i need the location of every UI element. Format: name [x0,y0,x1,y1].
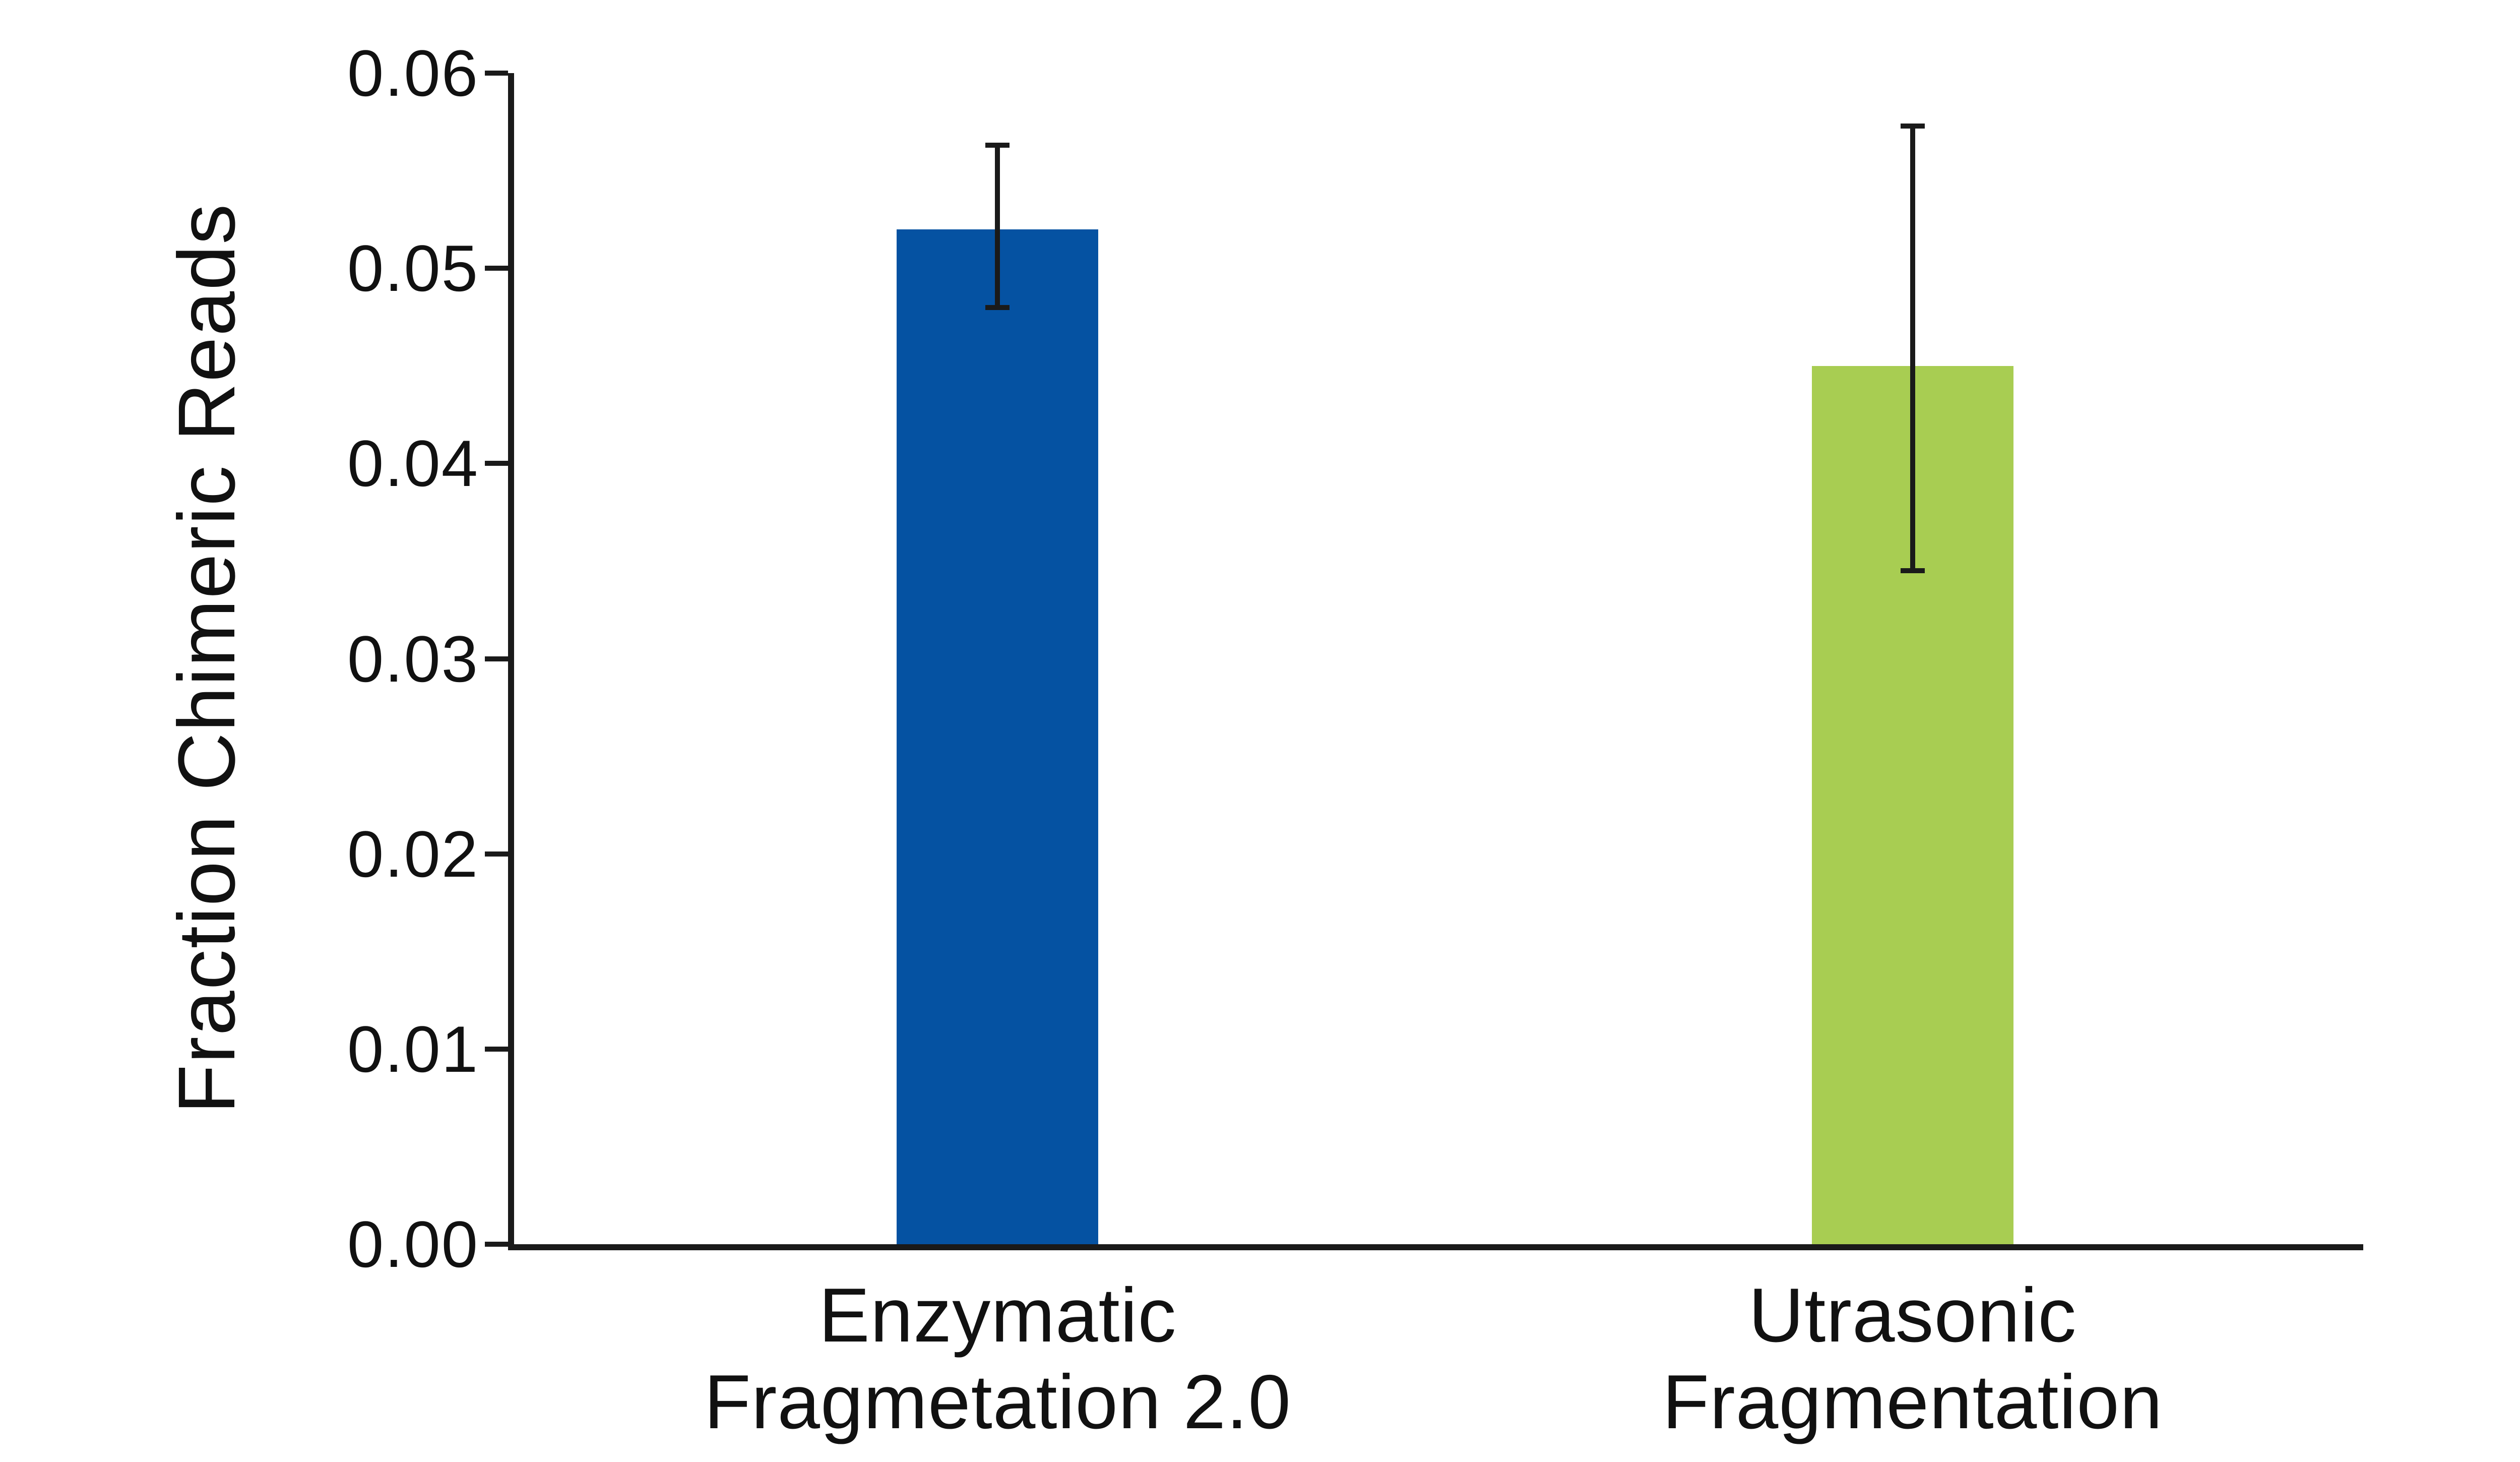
y-axis-line [508,73,514,1250]
y-tick-label: 0.06 [347,36,479,110]
y-tick-label: 0.02 [347,817,479,891]
y-tick-label: 0.03 [347,622,479,696]
error-cap-bottom-enzymatic-fragmentation [985,304,1010,310]
y-tick-mark [485,656,508,661]
x-tick-label-line: Utrasonic [1748,1272,2077,1358]
plot-area: 0.00 0.01 0.02 0.03 0.04 0.05 0.06 Enzymatic Fra… [347,36,2363,1445]
y-tick-mark [485,1046,508,1052]
bar-enzymatic-fragmentation [897,229,1099,1244]
x-tick-label-line: Fragmentation [1662,1359,2163,1445]
y-tick-label: 0.05 [347,231,479,306]
x-tick-label-ultrasonic-fragmentation: Utrasonic Fragmentation [1560,1272,2265,1445]
y-tick-label: 0.04 [347,427,479,501]
y-tick-mark [485,71,508,76]
error-cap-top-ultrasonic-fragmentation [1900,123,1925,129]
y-tick-mark [485,461,508,466]
x-tick-label-enzymatic-fragmentation: Enzymatic Fragmetation 2.0 [645,1272,1350,1445]
x-tick-label-line: Enzymatic [818,1272,1177,1358]
error-cap-top-enzymatic-fragmentation [985,143,1010,148]
x-axis-line [508,1244,2363,1250]
y-tick-mark [485,266,508,271]
y-tick-label: 0.01 [347,1012,479,1086]
y-tick-label: 0.00 [347,1207,479,1281]
error-bar-enzymatic-fragmentation [995,145,1000,308]
error-cap-bottom-ultrasonic-fragmentation [1900,568,1925,574]
error-bar-ultrasonic-fragmentation [1910,126,1915,571]
y-tick-mark [485,851,508,857]
y-tick-mark [485,1242,508,1247]
x-tick-label-line: Fragmetation 2.0 [704,1359,1291,1445]
